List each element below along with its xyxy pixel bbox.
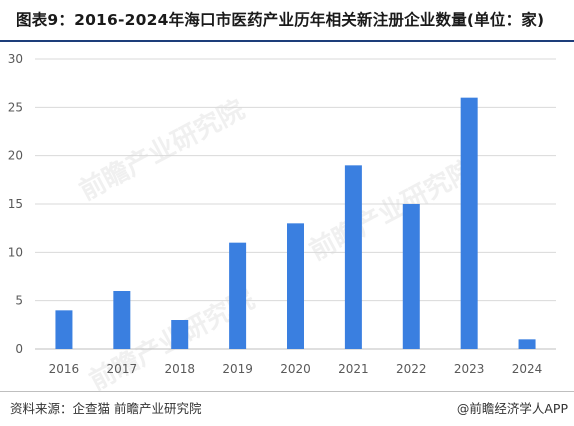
title-underline bbox=[0, 40, 574, 42]
bar bbox=[460, 97, 478, 349]
bar bbox=[55, 310, 73, 349]
footer-divider bbox=[0, 391, 574, 392]
y-tick-label: 10 bbox=[8, 245, 23, 259]
bar-chart: 0 5 10 15 20 25 30 2016 2017 2018 2019 2020 2021 2022… bbox=[8, 52, 556, 376]
y-tick-label: 15 bbox=[8, 197, 23, 211]
brand-credit: @前瞻经济学人APP bbox=[456, 401, 568, 416]
y-tick-label: 30 bbox=[8, 52, 23, 66]
x-tick-label: 2022 bbox=[396, 362, 427, 376]
x-tick-label: 2020 bbox=[280, 362, 311, 376]
bar bbox=[171, 320, 189, 349]
x-tick-label: 2017 bbox=[107, 362, 138, 376]
bar bbox=[344, 165, 362, 349]
x-tick-label: 2018 bbox=[164, 362, 195, 376]
bar bbox=[113, 291, 131, 349]
x-tick-label: 2021 bbox=[338, 362, 369, 376]
chart-title: 图表9：2016-2024年海口市医药产业历年相关新注册企业数量(单位：家) bbox=[16, 11, 545, 29]
y-tick-label: 25 bbox=[8, 100, 23, 114]
bar bbox=[229, 242, 247, 349]
bar bbox=[287, 223, 304, 349]
x-tick-label: 2024 bbox=[512, 362, 543, 376]
source-note: 资料来源：企查猫 前瞻产业研究院 bbox=[10, 401, 202, 416]
x-tick-label: 2016 bbox=[49, 362, 80, 376]
y-tick-label: 5 bbox=[15, 294, 23, 308]
bar bbox=[402, 204, 420, 349]
x-tick-label: 2019 bbox=[222, 362, 253, 376]
y-tick-label: 20 bbox=[8, 149, 23, 163]
bar bbox=[518, 339, 536, 349]
y-tick-label: 0 bbox=[15, 342, 23, 356]
x-tick-label: 2023 bbox=[454, 362, 485, 376]
